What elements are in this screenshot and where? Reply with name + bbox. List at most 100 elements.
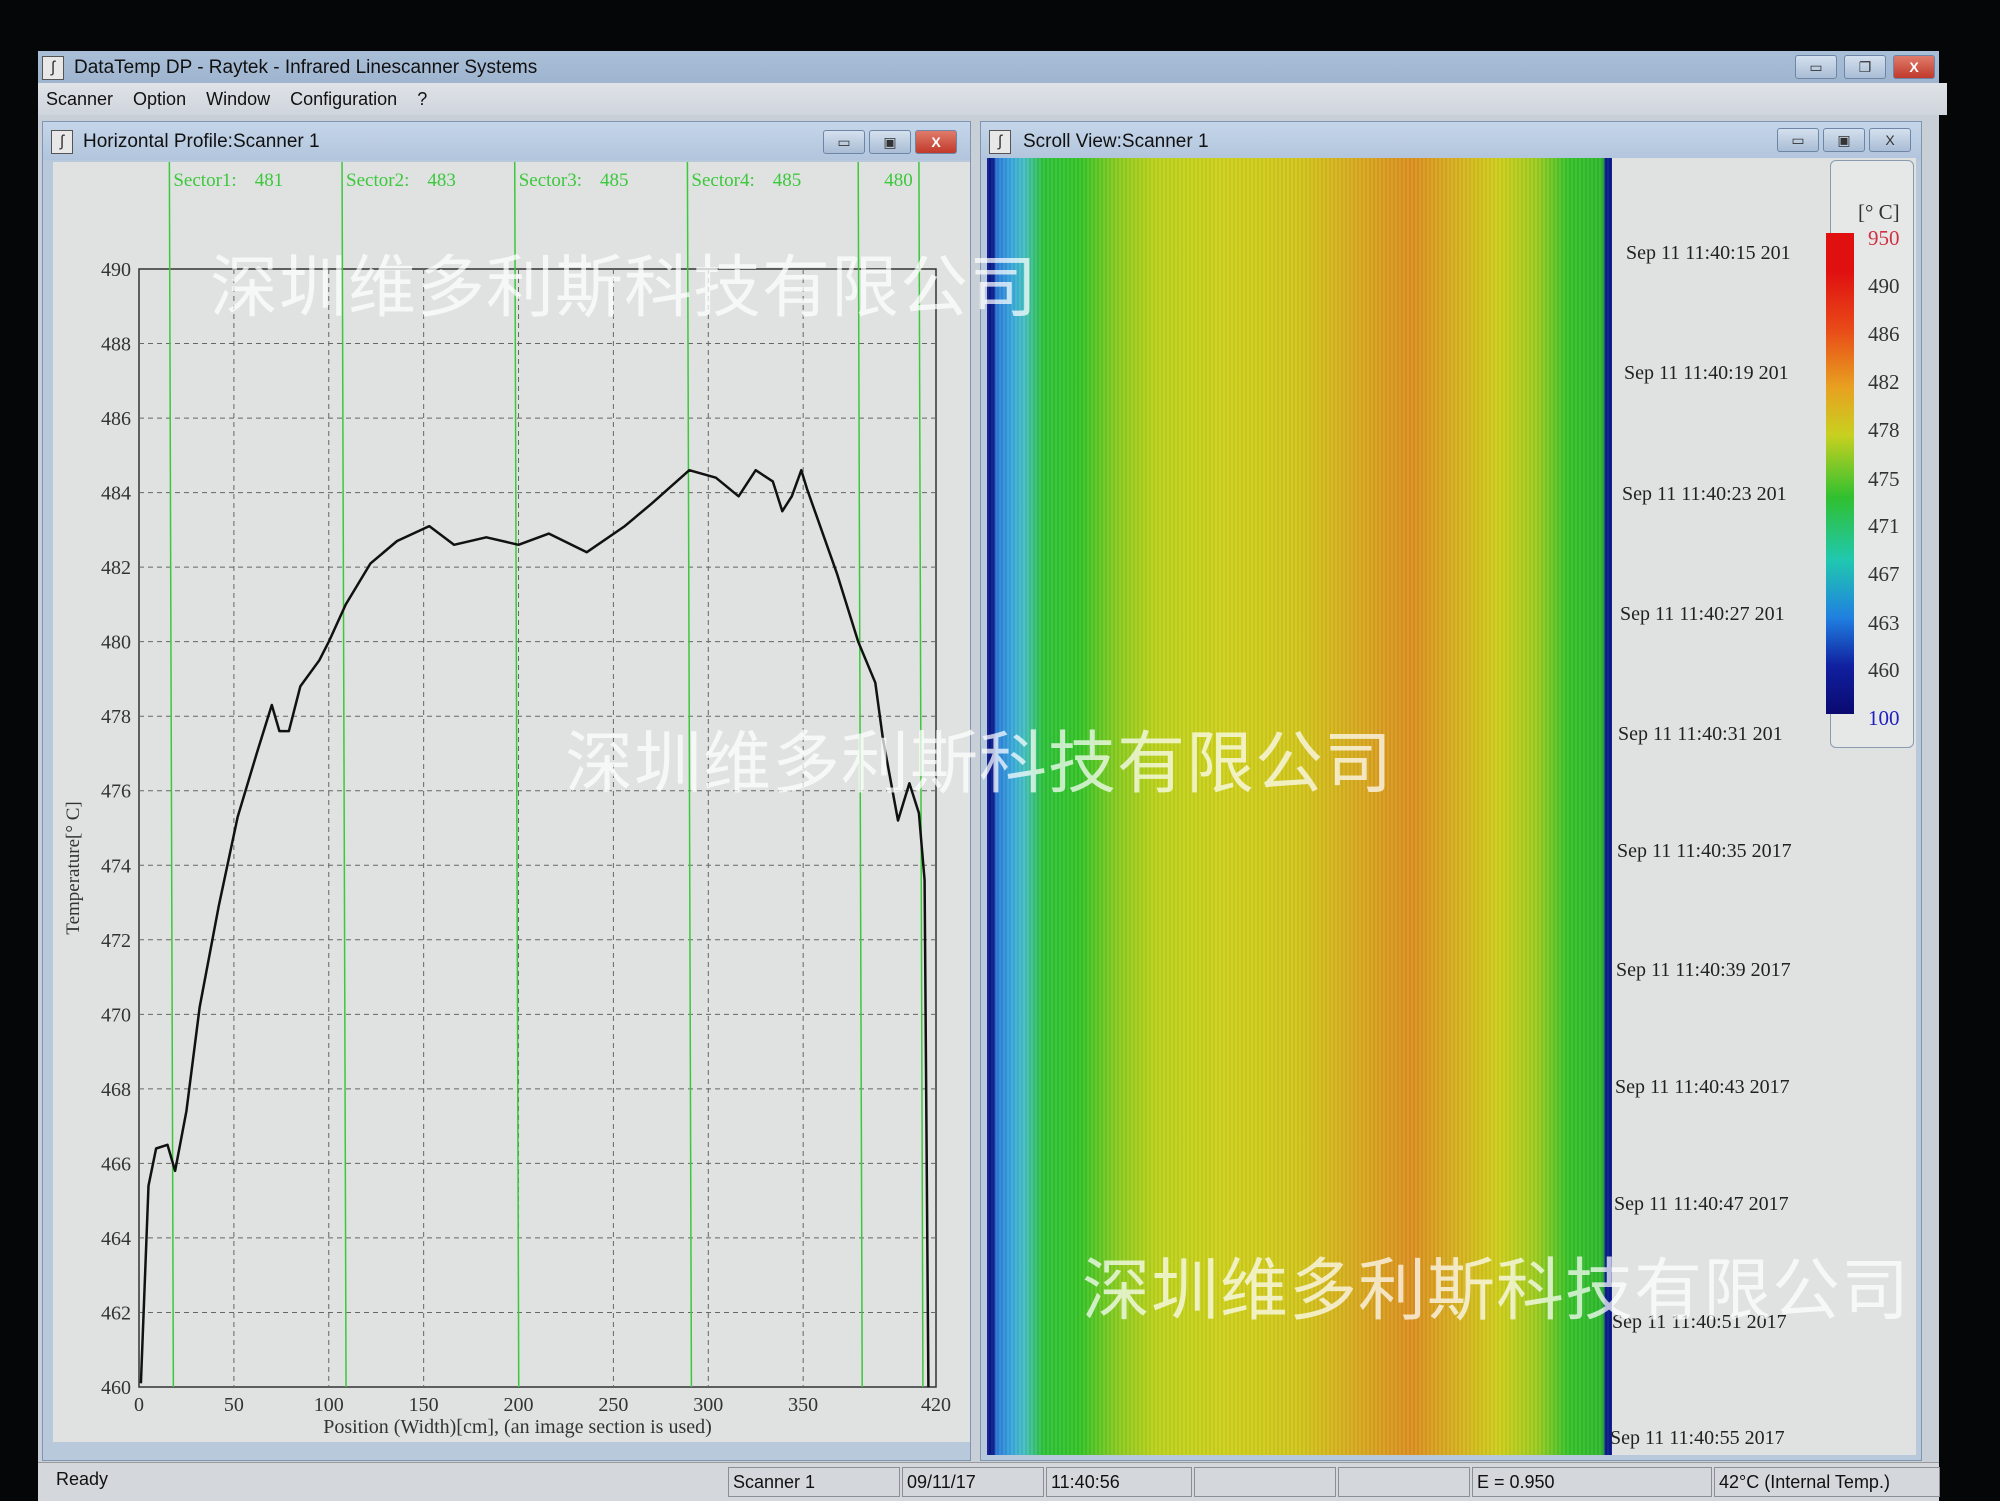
sector-label: Sector3: 485 [519,170,629,191]
timestamp-label: Sep 11 11:40:51 2017 [1612,1311,1787,1333]
y-tick-label: 466 [101,1153,131,1175]
legend-value: 467 [1868,562,1900,586]
timestamp-label: Sep 11 11:40:43 2017 [1615,1076,1790,1098]
y-tick-label: 472 [101,930,131,952]
timestamp-label: Sep 11 11:40:19 201 [1624,362,1789,384]
scroll-minimize-button[interactable]: ▭ [1777,128,1819,152]
y-tick-label: 474 [101,855,131,877]
x-tick-label: 100 [314,1394,344,1416]
menu-bar: Scanner Option Window Configuration ? [38,83,1947,115]
title-bar: ʃ DataTemp DP - Raytek - Infrared Linesc… [38,51,1939,83]
x-tick-label: 350 [788,1394,818,1416]
status-empty-1 [1194,1467,1336,1497]
status-time: 11:40:56 [1046,1467,1192,1497]
watermark: 深圳维多利斯科技有限公司 [1082,1252,1911,1331]
menu-option[interactable]: Option [133,88,187,109]
y-tick-label: 482 [101,557,131,579]
legend-value: 486 [1868,322,1900,346]
y-tick-label: 480 [101,632,131,654]
color-scale-bar [1826,233,1854,714]
watermark: 深圳维多利斯科技有限公司 [210,249,1039,328]
profile-chart-area: 460 462 464 466 468 470 472 474 476 478 480 482 484 4… [53,161,970,1442]
timestamp-label: Sep 11 11:40:35 2017 [1617,840,1792,862]
y-tick-label: 470 [101,1004,131,1026]
timestamp-label: Sep 11 11:40:23 201 [1622,483,1787,505]
legend-value: 460 [1868,658,1900,682]
legend-value: 471 [1868,514,1900,538]
scroll-view-area [987,158,1916,1455]
x-tick-label: 200 [504,1394,534,1416]
app-icon: ʃ [42,56,64,80]
legend-value: 950 [1868,226,1900,250]
sector-name: Sector4: [691,170,754,191]
x-tick-label: 0 [134,1394,144,1416]
sector-divider-line [513,161,520,1388]
menu-configuration[interactable]: Configuration [290,88,398,109]
restore-button[interactable]: ❐ [1844,55,1886,79]
timestamp-label: Sep 11 11:40:55 2017 [1610,1427,1785,1449]
sector-value: 485 [773,170,802,191]
x-tick-label: 300 [693,1394,723,1416]
temperature-profile-chart: 460 462 464 466 468 470 472 474 476 478 480 482 484 4… [63,161,951,1438]
profile-title-bar: ʃ Horizontal Profile:Scanner 1 ▭ ▣ X [43,122,970,160]
y-tick-label: 468 [101,1079,131,1101]
y-tick-label: 460 [101,1377,131,1399]
sector-label: Sector1: 481 [173,170,283,191]
sector-label: Sector4: 485 [691,170,801,191]
x-tick-label: 420 [921,1394,951,1416]
timestamp-label: Sep 11 11:40:15 201 [1626,242,1791,264]
sector-label: 480 [884,170,913,191]
window-icon: ʃ [989,130,1011,154]
y-tick-label: 478 [101,706,131,728]
thermal-heatmap [987,158,1612,1455]
watermark: 深圳维多利斯科技有限公司 [565,725,1394,804]
legend-value: 463 [1868,611,1900,635]
scroll-close-button[interactable]: X [1869,128,1911,152]
minimize-button[interactable]: ▭ [1795,55,1837,79]
legend-value: 475 [1868,467,1900,491]
timestamp-label: Sep 11 11:40:39 2017 [1616,959,1791,981]
x-tick-label: 250 [598,1394,628,1416]
profile-maximize-button[interactable]: ▣ [869,130,911,154]
sector-name: Sector2: [346,170,409,191]
y-tick-label: 486 [101,408,131,430]
sector-value: 481 [255,170,284,191]
menu-help[interactable]: ? [417,88,428,109]
status-date: 09/11/17 [902,1467,1044,1497]
profile-title: Horizontal Profile:Scanner 1 [83,131,320,152]
sector-divider-line [341,161,347,1388]
status-ready: Ready [56,1469,109,1489]
sector-name: Sector1: [173,170,236,191]
legend-value: 490 [1868,274,1900,298]
menu-scanner[interactable]: Scanner [46,88,114,109]
legend-unit: [° C] [1858,200,1900,224]
menu-window[interactable]: Window [206,88,271,109]
x-axis-label: Position (Width)[cm], (an image section … [323,1416,712,1438]
sector-value: 480 [884,170,913,191]
status-empty-2 [1338,1467,1470,1497]
sector-value: 483 [427,170,456,191]
y-axis-label: Temperature[° C] [63,801,84,934]
scroll-window: ʃ Scroll View:Scanner 1 ▭ ▣ X [980,121,1922,1461]
scroll-title-bar: ʃ Scroll View:Scanner 1 ▭ ▣ X [981,122,1921,160]
sector-label: Sector2: 483 [346,170,456,191]
heatmap-texture [987,158,1612,1455]
timestamp-label: Sep 11 11:40:47 2017 [1614,1193,1789,1215]
sector-divider-line [168,161,175,1388]
legend-value: 478 [1868,418,1900,442]
status-emissivity: E = 0.950 [1472,1467,1712,1497]
sector-divider-line [686,161,693,1388]
close-button[interactable]: X [1893,55,1935,79]
profile-minimize-button[interactable]: ▭ [823,130,865,154]
profile-close-button[interactable]: X [915,130,957,154]
x-tick-label: 50 [224,1394,244,1416]
temperature-profile-line [139,468,930,1388]
scroll-maximize-button[interactable]: ▣ [1823,128,1865,152]
sector-divider-line [857,161,863,1388]
scroll-title: Scroll View:Scanner 1 [1023,131,1209,152]
timestamp-label: Sep 11 11:40:27 201 [1620,603,1785,625]
status-bar: Ready Scanner 1 09/11/17 11:40:56 E = 0.… [38,1462,1940,1501]
y-tick-label: 462 [101,1302,131,1324]
y-tick-label: 488 [101,334,131,356]
app-title: DataTemp DP - Raytek - Infrared Linescan… [74,57,538,78]
